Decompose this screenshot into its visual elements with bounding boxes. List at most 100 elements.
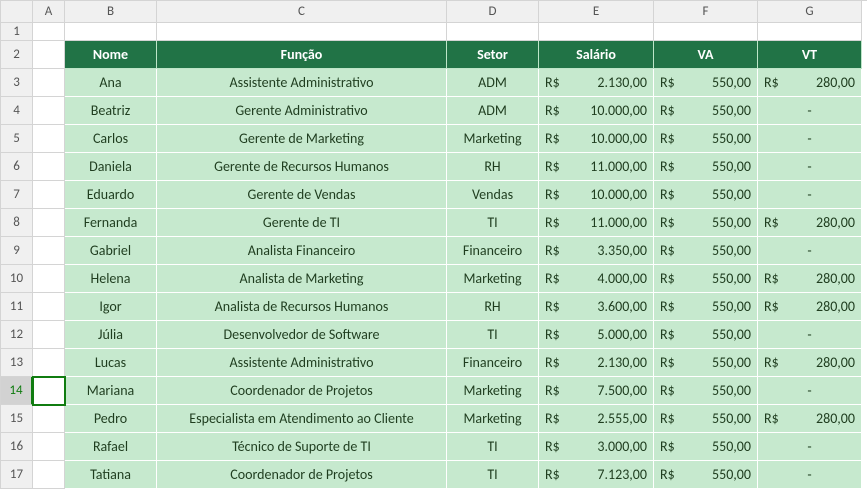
cell-salario[interactable]: R$2.130,00 — [539, 69, 654, 97]
cell-nome[interactable]: Fernanda — [65, 209, 157, 237]
cell-salario[interactable]: R$2.555,00 — [539, 405, 654, 433]
cell-salario[interactable]: R$2.130,00 — [539, 349, 654, 377]
cell-va[interactable]: R$550,00 — [654, 265, 758, 293]
col-header-C[interactable]: C — [157, 1, 447, 23]
cell-salario[interactable]: R$5.000,00 — [539, 321, 654, 349]
row-header-5[interactable]: 5 — [1, 125, 33, 153]
cell-nome[interactable]: Rafael — [65, 433, 157, 461]
row-header-6[interactable]: 6 — [1, 153, 33, 181]
cell-A3[interactable] — [33, 69, 65, 97]
cell-A10[interactable] — [33, 265, 65, 293]
cell-vt[interactable]: - — [758, 153, 862, 181]
col-header-F[interactable]: F — [654, 1, 758, 23]
col-header-G[interactable]: G — [758, 1, 862, 23]
row-header-15[interactable]: 15 — [1, 405, 33, 433]
cell-nome[interactable]: Helena — [65, 265, 157, 293]
cell-vt[interactable]: - — [758, 433, 862, 461]
cell-setor[interactable]: Financeiro — [447, 237, 539, 265]
cell-nome[interactable]: Igor — [65, 293, 157, 321]
cell-setor[interactable]: RH — [447, 153, 539, 181]
cell-salario[interactable]: R$3.600,00 — [539, 293, 654, 321]
cell-setor[interactable]: TI — [447, 321, 539, 349]
row-header-11[interactable]: 11 — [1, 293, 33, 321]
cell-A14[interactable] — [33, 377, 65, 405]
cell-va[interactable]: R$550,00 — [654, 125, 758, 153]
header-funcao[interactable]: Função — [157, 41, 447, 69]
cell-setor[interactable]: Vendas — [447, 181, 539, 209]
row-header-13[interactable]: 13 — [1, 349, 33, 377]
cell-A5[interactable] — [33, 125, 65, 153]
cell-salario[interactable]: R$10.000,00 — [539, 181, 654, 209]
row-header-8[interactable]: 8 — [1, 209, 33, 237]
cell-vt[interactable]: R$280,00 — [758, 405, 862, 433]
cell-va[interactable]: R$550,00 — [654, 153, 758, 181]
cell-vt[interactable]: - — [758, 237, 862, 265]
cell-vt[interactable]: - — [758, 321, 862, 349]
cell-A11[interactable] — [33, 293, 65, 321]
cell-A4[interactable] — [33, 97, 65, 125]
cell-B1[interactable] — [65, 23, 157, 41]
cell-salario[interactable]: R$11.000,00 — [539, 153, 654, 181]
cell-va[interactable]: R$550,00 — [654, 461, 758, 489]
cell-funcao[interactable]: Desenvolvedor de Software — [157, 321, 447, 349]
cell-vt[interactable]: R$280,00 — [758, 69, 862, 97]
cell-nome[interactable]: Ana — [65, 69, 157, 97]
cell-setor[interactable]: Marketing — [447, 125, 539, 153]
col-header-B[interactable]: B — [65, 1, 157, 23]
cell-setor[interactable]: Marketing — [447, 265, 539, 293]
cell-setor[interactable]: ADM — [447, 69, 539, 97]
cell-va[interactable]: R$550,00 — [654, 321, 758, 349]
cell-A15[interactable] — [33, 405, 65, 433]
cell-funcao[interactable]: Técnico de Suporte de TI — [157, 433, 447, 461]
cell-nome[interactable]: Beatriz — [65, 97, 157, 125]
cell-setor[interactable]: TI — [447, 461, 539, 489]
row-header-12[interactable]: 12 — [1, 321, 33, 349]
cell-A9[interactable] — [33, 237, 65, 265]
header-setor[interactable]: Setor — [447, 41, 539, 69]
cell-funcao[interactable]: Assistente Administrativo — [157, 69, 447, 97]
cell-vt[interactable]: R$280,00 — [758, 209, 862, 237]
cell-va[interactable]: R$550,00 — [654, 237, 758, 265]
cell-nome[interactable]: Pedro — [65, 405, 157, 433]
cell-vt[interactable]: - — [758, 461, 862, 489]
col-header-A[interactable]: A — [33, 1, 65, 23]
cell-vt[interactable]: R$280,00 — [758, 349, 862, 377]
cell-A16[interactable] — [33, 433, 65, 461]
cell-salario[interactable]: R$3.350,00 — [539, 237, 654, 265]
cell-setor[interactable]: Financeiro — [447, 349, 539, 377]
cell-va[interactable]: R$550,00 — [654, 97, 758, 125]
cell-nome[interactable]: Carlos — [65, 125, 157, 153]
cell-nome[interactable]: Gabriel — [65, 237, 157, 265]
cell-A12[interactable] — [33, 321, 65, 349]
cell-C1[interactable] — [157, 23, 447, 41]
header-nome[interactable]: Nome — [65, 41, 157, 69]
select-all-corner[interactable] — [1, 1, 33, 23]
row-header-3[interactable]: 3 — [1, 69, 33, 97]
cell-A7[interactable] — [33, 181, 65, 209]
cell-funcao[interactable]: Especialista em Atendimento ao Cliente — [157, 405, 447, 433]
cell-salario[interactable]: R$4.000,00 — [539, 265, 654, 293]
cell-funcao[interactable]: Gerente de Marketing — [157, 125, 447, 153]
cell-funcao[interactable]: Analista Financeiro — [157, 237, 447, 265]
cell-va[interactable]: R$550,00 — [654, 433, 758, 461]
cell-vt[interactable]: - — [758, 181, 862, 209]
row-header-4[interactable]: 4 — [1, 97, 33, 125]
cell-salario[interactable]: R$7.500,00 — [539, 377, 654, 405]
cell-A1[interactable] — [33, 23, 65, 41]
cell-salario[interactable]: R$10.000,00 — [539, 97, 654, 125]
header-vt[interactable]: VT — [758, 41, 862, 69]
row-header-7[interactable]: 7 — [1, 181, 33, 209]
cell-funcao[interactable]: Coordenador de Projetos — [157, 377, 447, 405]
cell-F1[interactable] — [654, 23, 758, 41]
cell-nome[interactable]: Mariana — [65, 377, 157, 405]
row-header-16[interactable]: 16 — [1, 433, 33, 461]
cell-nome[interactable]: Lucas — [65, 349, 157, 377]
cell-A13[interactable] — [33, 349, 65, 377]
cell-nome[interactable]: Daniela — [65, 153, 157, 181]
cell-D1[interactable] — [447, 23, 539, 41]
cell-salario[interactable]: R$3.000,00 — [539, 433, 654, 461]
cell-va[interactable]: R$550,00 — [654, 181, 758, 209]
col-header-D[interactable]: D — [447, 1, 539, 23]
cell-A8[interactable] — [33, 209, 65, 237]
cell-vt[interactable]: R$280,00 — [758, 293, 862, 321]
